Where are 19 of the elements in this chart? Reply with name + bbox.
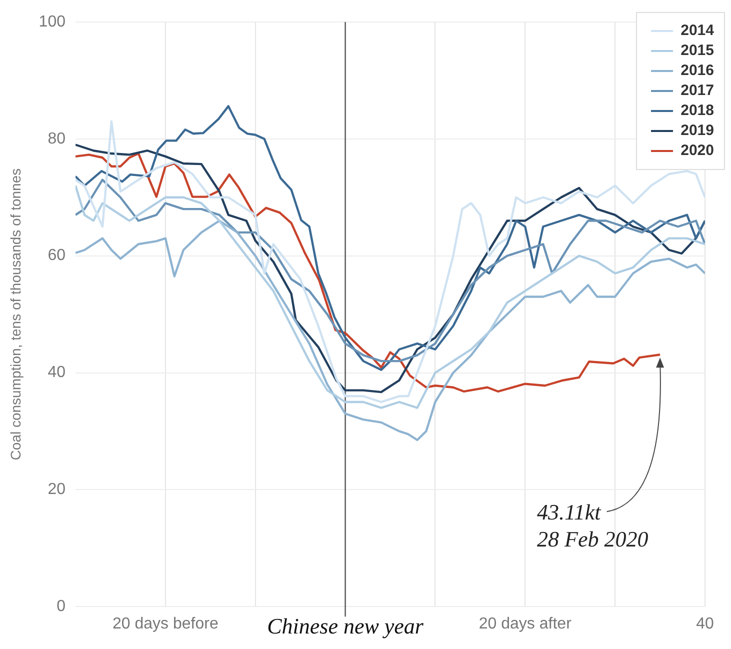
x-tick-label: 20 days before bbox=[112, 616, 218, 633]
legend-label: 2015 bbox=[680, 41, 714, 61]
legend-label: 2019 bbox=[680, 121, 714, 141]
legend-label: 2016 bbox=[680, 61, 714, 81]
x-tick-label: 20 days after bbox=[478, 616, 572, 633]
y-tick-label: 60 bbox=[48, 247, 66, 264]
y-axis-title: Coal consumption, tens of thousands of tonnes bbox=[7, 168, 24, 460]
y-tick-label: 100 bbox=[38, 13, 66, 30]
x-tick-label: Chinese new year bbox=[267, 614, 424, 639]
y-tick-label: 0 bbox=[56, 598, 66, 616]
y-tick-label: 80 bbox=[48, 130, 66, 148]
legend-label: 2014 bbox=[680, 21, 714, 41]
y-tick-label: 20 bbox=[48, 481, 66, 498]
legend-label: 2017 bbox=[680, 81, 714, 101]
legend-label: 2020 bbox=[680, 141, 714, 161]
x-tick-label: 40 bbox=[696, 616, 714, 633]
y-tick-label: 40 bbox=[48, 364, 66, 382]
legend-label: 2018 bbox=[680, 101, 714, 121]
annotation: 43.11kt 28 Feb 2020 bbox=[537, 500, 648, 552]
